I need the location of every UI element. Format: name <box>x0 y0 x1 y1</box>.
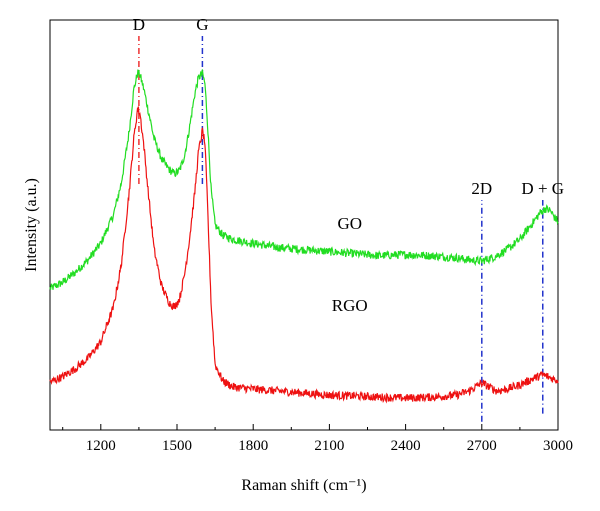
marker-label-0: D <box>133 15 145 34</box>
marker-label-1: G <box>196 15 208 34</box>
x-tick-label-6: 3000 <box>543 438 573 454</box>
x-axis-label: Raman shift (cm⁻¹) <box>241 477 366 494</box>
x-axis-ticks: 1200 1500 1800 2100 2400 2700 3000 <box>62 424 573 454</box>
x-tick-label-1: 1500 <box>162 438 192 454</box>
series-line-rgo <box>49 106 559 404</box>
x-tick-label-4: 2400 <box>391 438 421 454</box>
x-tick-label-0: 1200 <box>86 438 116 454</box>
marker-label-3: D + G <box>521 179 564 198</box>
marker-label-2: 2D <box>471 179 492 198</box>
series-label-go: GO <box>337 214 362 233</box>
y-axis-label: Intensity (a.u.) <box>23 178 40 272</box>
series-labels: GO RGO <box>332 214 368 315</box>
x-tick-label-3: 2100 <box>314 438 344 454</box>
peak-markers: D G 2D D + G <box>133 15 564 422</box>
series-layer <box>49 69 559 404</box>
x-tick-label-2: 1800 <box>238 438 268 454</box>
plot-area <box>49 19 559 431</box>
series-label-rgo: RGO <box>332 296 368 315</box>
series-line-go <box>49 69 559 291</box>
plot-frame <box>49 19 559 431</box>
x-tick-label-5: 2700 <box>467 438 497 454</box>
